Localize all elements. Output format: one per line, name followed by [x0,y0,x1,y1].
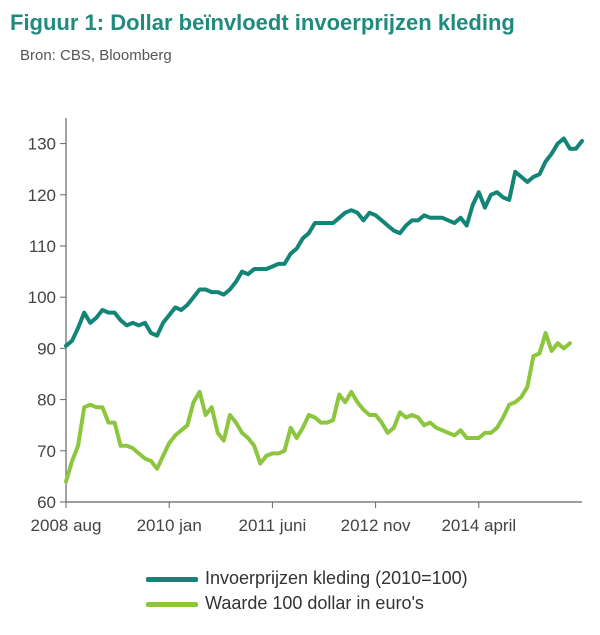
y-tick-label: 60 [37,493,56,512]
chart-axes: 60 70 80 90 100 110 120 130 2008 aug 2010 jan 2011… [28,118,582,535]
chart-title: Figuur 1: Dollar beïnvloedt invoerprijze… [10,10,515,35]
y-tick-label: 130 [28,135,56,154]
x-tick-label: 2010 jan [137,516,202,535]
y-tick-label: 120 [28,186,56,205]
legend-label-invoerprijzen: Invoerprijzen kleding (2010=100) [205,568,468,588]
chart-subtitle: Bron: CBS, Bloomberg [20,47,172,64]
legend-label-dollar-waarde: Waarde 100 dollar in euro's [205,593,424,613]
series-line-dollar-waarde [64,331,572,484]
legend-swatch-invoerprijzen [146,577,198,582]
y-tick-label: 90 [37,339,56,358]
y-tick-label: 100 [28,288,56,307]
y-tick-label: 70 [37,442,56,461]
y-tick-label: 110 [29,237,56,256]
y-tick-label: 80 [37,391,56,410]
series-line-invoerprijzen [64,136,584,348]
legend-swatch-dollar-waarde [146,602,198,607]
x-tick-label: 2011 juni [239,516,307,535]
x-tick-label: 2012 nov [341,516,411,535]
x-tick-label: 2014 april [441,516,516,535]
x-tick-label: 2008 aug [31,516,102,535]
chart-series-lines [64,136,584,484]
